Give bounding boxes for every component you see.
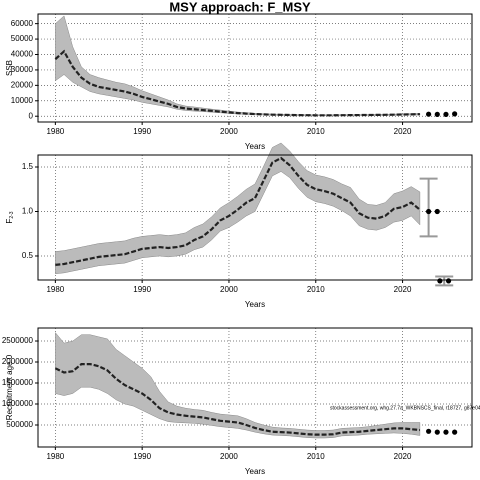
x-tick-label: 1980 xyxy=(46,127,64,136)
median-line xyxy=(54,363,421,436)
y-tick-label: 50000 xyxy=(11,34,34,43)
x-axis-label: Years xyxy=(245,467,265,476)
x-tick-label: 2000 xyxy=(220,452,238,461)
x-tick-label: 2000 xyxy=(220,127,238,136)
y-tick-label: 2000000 xyxy=(2,357,34,366)
confidence-band xyxy=(55,331,421,439)
annotation: stockassessment.org, whg.27.7a_WKBNSCS_f… xyxy=(330,405,480,411)
x-tick-label: 2010 xyxy=(307,285,325,294)
point xyxy=(452,111,458,117)
x-tick-label: 2020 xyxy=(394,127,412,136)
y-tick-label: 1.0 xyxy=(22,207,34,216)
y-tick-label: 2500000 xyxy=(2,336,34,345)
x-tick-label: 1980 xyxy=(46,285,64,294)
y-axis-label-main: Recruitment age 0 xyxy=(5,354,14,420)
point xyxy=(445,278,452,284)
point xyxy=(434,208,440,215)
x-tick-label: 2020 xyxy=(394,285,412,294)
y-axis-label-sub: 2-3 xyxy=(9,211,15,218)
y-tick-label: 20000 xyxy=(11,80,34,89)
median-line xyxy=(54,49,420,117)
x-tick-label: 1990 xyxy=(133,285,151,294)
plot-frame xyxy=(37,327,473,448)
y-tick-label: 1.5 xyxy=(22,162,34,171)
median-line xyxy=(55,156,421,266)
y-axis-label: F2-3 xyxy=(5,211,15,223)
y-tick-label: 500000 xyxy=(6,420,33,429)
point xyxy=(434,111,440,117)
point xyxy=(452,429,458,435)
x-tick-label: 1990 xyxy=(133,127,151,136)
point xyxy=(426,208,432,215)
plot-frame xyxy=(37,154,473,281)
point xyxy=(426,111,432,117)
y-tick-label: 30000 xyxy=(11,65,34,74)
point xyxy=(426,428,432,434)
y-tick-label: 60000 xyxy=(11,19,34,28)
x-tick-label: 2020 xyxy=(394,452,412,461)
x-tick-label: 2010 xyxy=(307,452,325,461)
y-axis-label-main: SSB xyxy=(5,60,14,76)
point xyxy=(443,429,449,435)
point xyxy=(434,429,440,435)
x-tick-label: 2010 xyxy=(307,127,325,136)
point xyxy=(443,111,449,117)
y-tick-label: 1500000 xyxy=(2,378,34,387)
y-tick-label: 0 xyxy=(29,111,34,120)
y-tick-label: 40000 xyxy=(11,50,34,59)
y-tick-label: 1000000 xyxy=(2,399,34,408)
chart-title: MSY approach: F_MSY xyxy=(169,0,311,14)
x-axis-label: Years xyxy=(245,142,265,151)
y-tick-label: 0.5 xyxy=(22,251,34,260)
y-axis-label-main: F xyxy=(5,219,14,224)
x-tick-label: 1990 xyxy=(133,452,151,461)
x-tick-label: 1980 xyxy=(46,452,64,461)
x-tick-label: 2000 xyxy=(220,285,238,294)
plot-frame xyxy=(37,13,473,123)
point xyxy=(437,278,443,284)
y-axis-label: Recruitment age 0 xyxy=(5,354,14,420)
y-axis-label: SSB xyxy=(5,60,14,76)
x-axis-label: Years xyxy=(245,300,265,309)
y-tick-label: 10000 xyxy=(11,96,34,105)
